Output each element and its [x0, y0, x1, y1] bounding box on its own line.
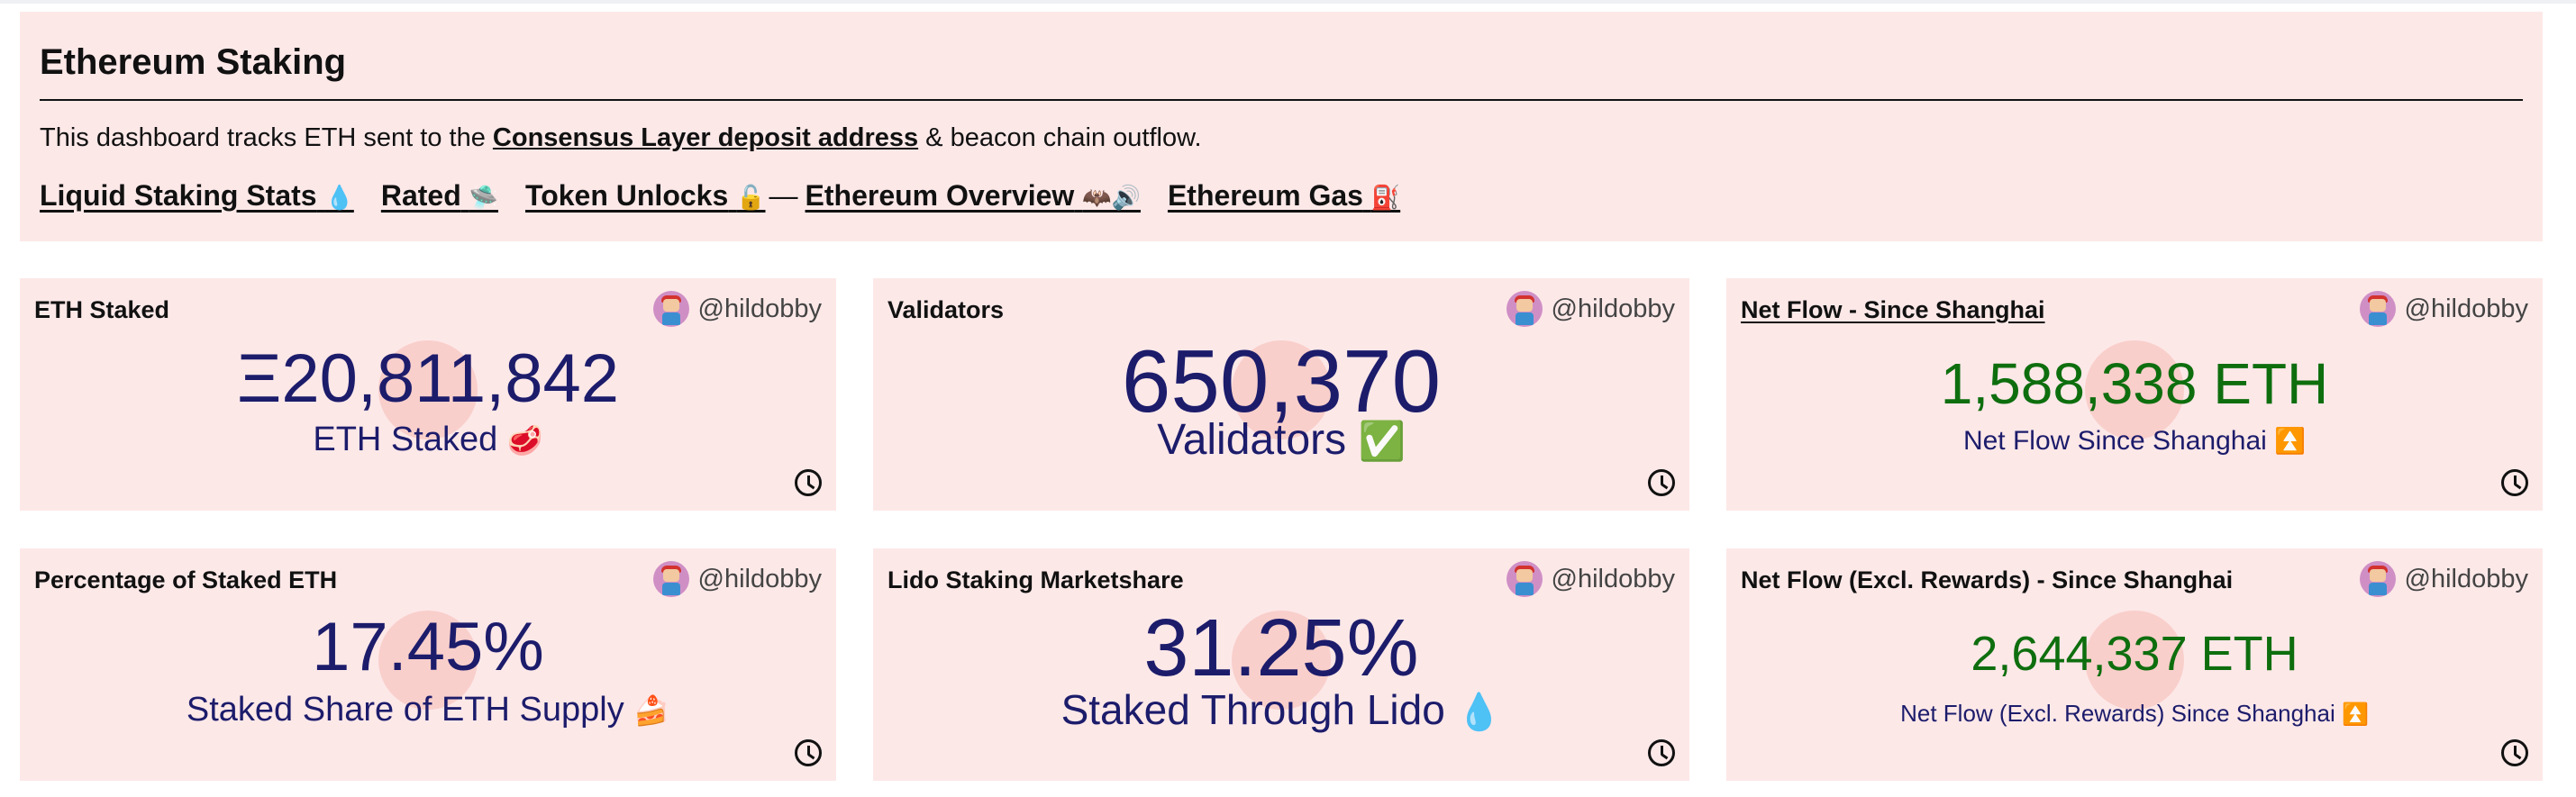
liquid-staking-stats-link[interactable]: Liquid Staking Stats 💧 [40, 179, 354, 212]
clock-icon[interactable] [2501, 469, 2528, 496]
top-border [0, 0, 2576, 4]
clock-icon[interactable] [2501, 739, 2528, 766]
check-mark-icon: ✅ [1358, 419, 1406, 463]
watermark-logo [378, 610, 478, 710]
rated-link[interactable]: Rated 🛸 [380, 179, 499, 212]
fuel-pump-icon: ⛽ [1370, 185, 1401, 212]
description-text-start: This dashboard tracks ETH sent to the [40, 123, 493, 152]
watermark-logo [1232, 610, 1331, 710]
header-description: This dashboard tracks ETH sent to the Co… [40, 123, 1202, 153]
card-title[interactable]: Lido Staking Marketshare [887, 566, 1184, 593]
counter-subtitle: Net Flow Since Shanghai ⏫ [1962, 426, 2307, 456]
watermark-logo [378, 340, 478, 439]
double-up-arrow-icon: ⏫ [2274, 426, 2307, 456]
dashboard-nav-links: Liquid Staking Stats 💧 Rated 🛸 Token Unloc… [40, 179, 1400, 213]
author-badge[interactable]: @hildobby [1506, 291, 1675, 327]
counter-value: 31.25% [1143, 603, 1419, 693]
counter-subtitle: Net Flow (Excl. Rewards) Since Shanghai … [1900, 700, 2369, 727]
double-up-arrow-icon: ⏫ [2341, 702, 2369, 727]
validators-card[interactable]: Validators @hildobby 650,370 Validators … [873, 278, 1689, 511]
description-text-end: & beacon chain outflow. [918, 123, 1202, 152]
author-badge[interactable]: @hildobby [652, 291, 822, 327]
counter-subtitle: Staked Share of ETH Supply 🍰 [186, 691, 670, 729]
counter-value: 2,644,337 ETH [1971, 627, 2298, 681]
nav-dash: — [769, 179, 798, 212]
author-badge[interactable]: @hildobby [2359, 561, 2528, 597]
clock-icon[interactable] [1648, 469, 1675, 496]
user-avatar [652, 291, 689, 327]
card-title[interactable]: ETH Staked [34, 296, 170, 323]
counter-subtitle: ETH Staked 🥩 [313, 421, 543, 458]
clock-icon[interactable] [1648, 739, 1675, 766]
deposit-address-link[interactable]: Consensus Layer deposit address [492, 123, 919, 152]
droplet-icon: 💧 [324, 185, 354, 212]
counter-value: 17.45% [312, 609, 544, 685]
counter-value: 1,588,338 ETH [1940, 351, 2329, 416]
author-handle: @hildobby [697, 564, 822, 593]
user-avatar [2359, 561, 2396, 597]
user-avatar [1506, 561, 1543, 597]
author-badge[interactable]: @hildobby [1506, 561, 1675, 597]
bat-speaker-icon: 🦇🔊 [1082, 185, 1141, 212]
card-title[interactable]: Net Flow - Since Shanghai [1741, 296, 2045, 323]
ethereum-gas-link[interactable]: Ethereum Gas ⛽ [1167, 179, 1401, 212]
lido-marketshare-card[interactable]: Lido Staking Marketshare @hildobby 31.25… [873, 548, 1689, 781]
counter-value: Ξ20,811,842 [236, 340, 620, 417]
author-handle: @hildobby [1551, 294, 1675, 323]
ethereum-overview-link[interactable]: Ethereum Overview 🦇🔊 [805, 179, 1141, 212]
author-handle: @hildobby [1551, 564, 1675, 593]
watermark-logo [2085, 340, 2184, 439]
steak-icon: 🥩 [506, 423, 543, 457]
author-badge[interactable]: @hildobby [652, 561, 822, 597]
author-handle: @hildobby [2404, 564, 2528, 593]
watermark-logo [2085, 610, 2184, 710]
header-card: Ethereum Staking This dashboard tracks E… [20, 12, 2543, 241]
user-avatar [652, 561, 689, 597]
page-title: Ethereum Staking [40, 42, 347, 82]
user-avatar [2359, 291, 2396, 327]
counter-subtitle: Validators ✅ [1157, 416, 1406, 464]
staked-percentage-card[interactable]: Percentage of Staked ETH @hildobby 17.45… [20, 548, 836, 781]
header-divider [40, 99, 2523, 101]
clock-icon[interactable] [795, 469, 822, 496]
unlocked-lock-icon: 🔓 [736, 185, 766, 212]
card-title[interactable]: Net Flow (Excl. Rewards) - Since Shangha… [1741, 566, 2234, 593]
card-title[interactable]: Percentage of Staked ETH [34, 566, 338, 593]
token-unlocks-link[interactable]: Token Unlocks 🔓 [525, 179, 766, 212]
net-flow-excl-rewards-card[interactable]: Net Flow (Excl. Rewards) - Since Shangha… [1726, 548, 2543, 781]
card-title[interactable]: Validators [887, 296, 1005, 323]
watermark-logo [1232, 340, 1331, 439]
counter-value: 650,370 [1121, 331, 1442, 430]
clock-icon[interactable] [795, 739, 822, 766]
net-flow-card[interactable]: Net Flow - Since Shanghai @hildobby 1,58… [1726, 278, 2543, 511]
eth-staked-card[interactable]: ETH Staked @hildobby Ξ20,811,842 ETH Sta… [20, 278, 836, 511]
user-avatar [1506, 291, 1543, 327]
author-handle: @hildobby [697, 294, 822, 323]
author-handle: @hildobby [2404, 294, 2528, 323]
counter-subtitle: Staked Through Lido 💧 [1060, 686, 1502, 733]
ufo-icon: 🛸 [469, 185, 499, 212]
droplet-icon: 💧 [1456, 692, 1502, 733]
cake-slice-icon: 🍰 [633, 693, 670, 728]
author-badge[interactable]: @hildobby [2359, 291, 2528, 327]
